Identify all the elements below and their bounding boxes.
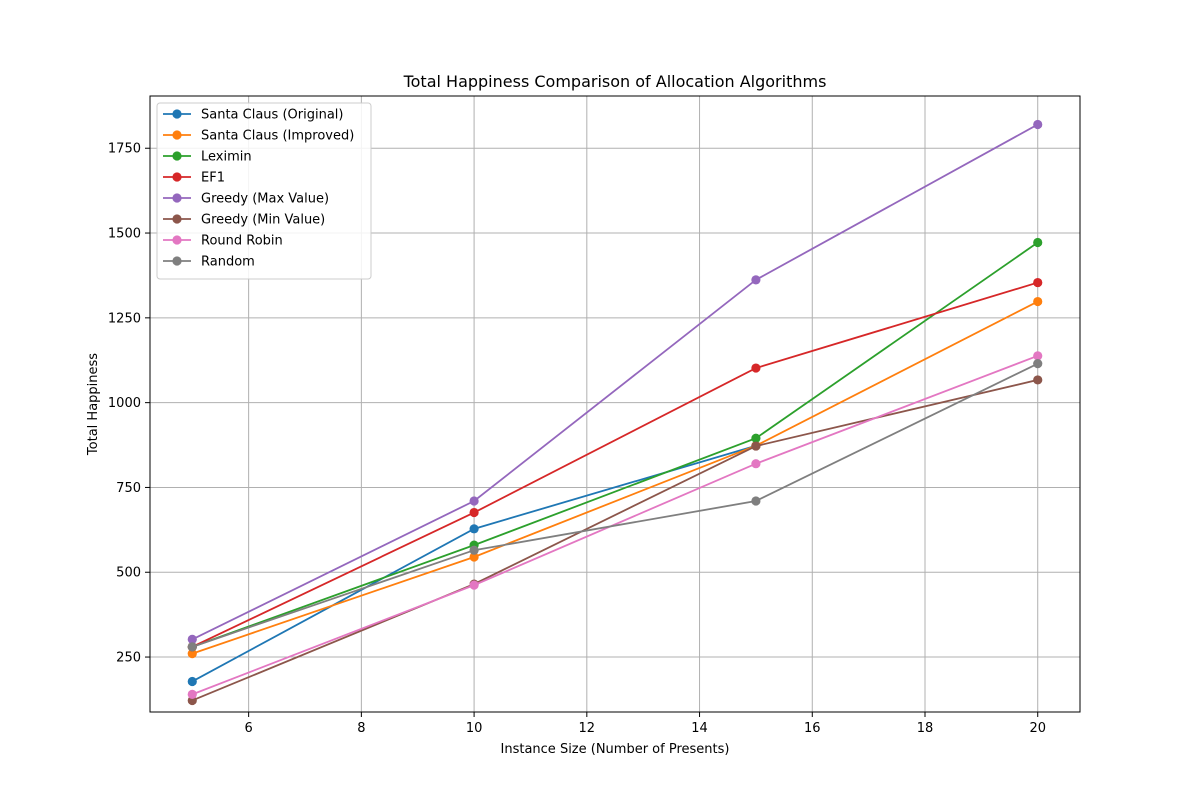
legend-box	[156, 102, 372, 280]
y-tick-label: 250	[116, 651, 141, 666]
legend-marker	[172, 151, 182, 161]
series-line	[191, 379, 1038, 702]
x-tick-label: 18	[917, 721, 934, 736]
ticks: 6 8 10 12 14 16 18 20 250 500 750 1000 1250 1500 1750	[108, 142, 1046, 736]
legend-marker	[172, 109, 182, 119]
data-point	[1033, 296, 1043, 307]
y-tick-label: 1750	[108, 142, 141, 157]
data-point	[1033, 375, 1043, 385]
data-point	[1033, 359, 1043, 369]
series-group	[187, 359, 1043, 652]
y-tick-label: 500	[116, 566, 141, 581]
legend-label: Leximin	[201, 150, 252, 165]
data-point	[187, 634, 197, 645]
data-point	[751, 459, 761, 469]
data-point	[469, 496, 479, 506]
y-tick-label: 1250	[108, 311, 141, 326]
data-point	[469, 545, 479, 555]
data-point	[751, 496, 761, 506]
legend-marker	[172, 130, 182, 140]
y-tick-label: 1500	[108, 227, 141, 242]
series-line	[191, 241, 1039, 648]
x-tick-label: 16	[804, 721, 821, 736]
x-tick-label: 12	[579, 721, 596, 736]
data-point	[187, 689, 197, 699]
legend-label: Random	[201, 255, 255, 270]
series-line	[191, 354, 1039, 696]
series-group	[187, 351, 1043, 699]
x-tick-label: 20	[1029, 721, 1046, 736]
data-point	[751, 433, 761, 443]
plot-frame	[149, 95, 1081, 713]
y-tick-label: 750	[116, 481, 141, 496]
series-line	[191, 362, 1039, 648]
data-point	[187, 642, 197, 652]
legend-label: EF1	[201, 171, 225, 186]
x-tick-label: 6	[244, 721, 252, 736]
series-layer	[187, 119, 1043, 706]
x-tick-label: 14	[691, 721, 708, 736]
legend-label: Greedy (Max Value)	[201, 192, 329, 207]
chart-title: Total Happiness Comparison of Allocation…	[403, 72, 827, 91]
legend-label: Round Robin	[201, 234, 283, 249]
legend-label: Greedy (Min Value)	[201, 213, 325, 228]
series-line	[191, 281, 1038, 648]
legend-label: Santa Claus (Improved)	[201, 129, 354, 144]
legend-marker	[172, 256, 182, 266]
data-point	[751, 441, 761, 451]
y-tick-label: 1000	[108, 396, 141, 411]
data-point	[469, 524, 479, 534]
series-group	[187, 119, 1043, 645]
data-point	[469, 552, 479, 562]
x-tick-label: 10	[466, 721, 483, 736]
data-point	[469, 580, 479, 590]
legend-marker	[172, 193, 182, 203]
data-point	[1033, 351, 1043, 361]
data-point	[751, 363, 761, 373]
data-point	[469, 507, 479, 518]
legend: Santa Claus (Original) Santa Claus (Impro…	[156, 102, 372, 280]
series-line	[191, 123, 1039, 641]
data-point	[1033, 277, 1043, 288]
legend-marker	[172, 172, 182, 182]
legend-label: Santa Claus (Original)	[201, 108, 343, 123]
data-point	[1033, 237, 1043, 248]
data-point	[751, 275, 761, 285]
x-tick-label: 8	[357, 721, 365, 736]
legend-marker	[172, 214, 182, 224]
x-axis-label: Instance Size (Number of Presents)	[501, 742, 730, 757]
legend-marker	[172, 235, 182, 245]
data-point	[187, 676, 197, 687]
data-point	[1033, 119, 1043, 130]
y-axis-label: Total Happiness	[86, 353, 101, 456]
series-line	[191, 300, 1039, 655]
data-point	[187, 649, 197, 659]
